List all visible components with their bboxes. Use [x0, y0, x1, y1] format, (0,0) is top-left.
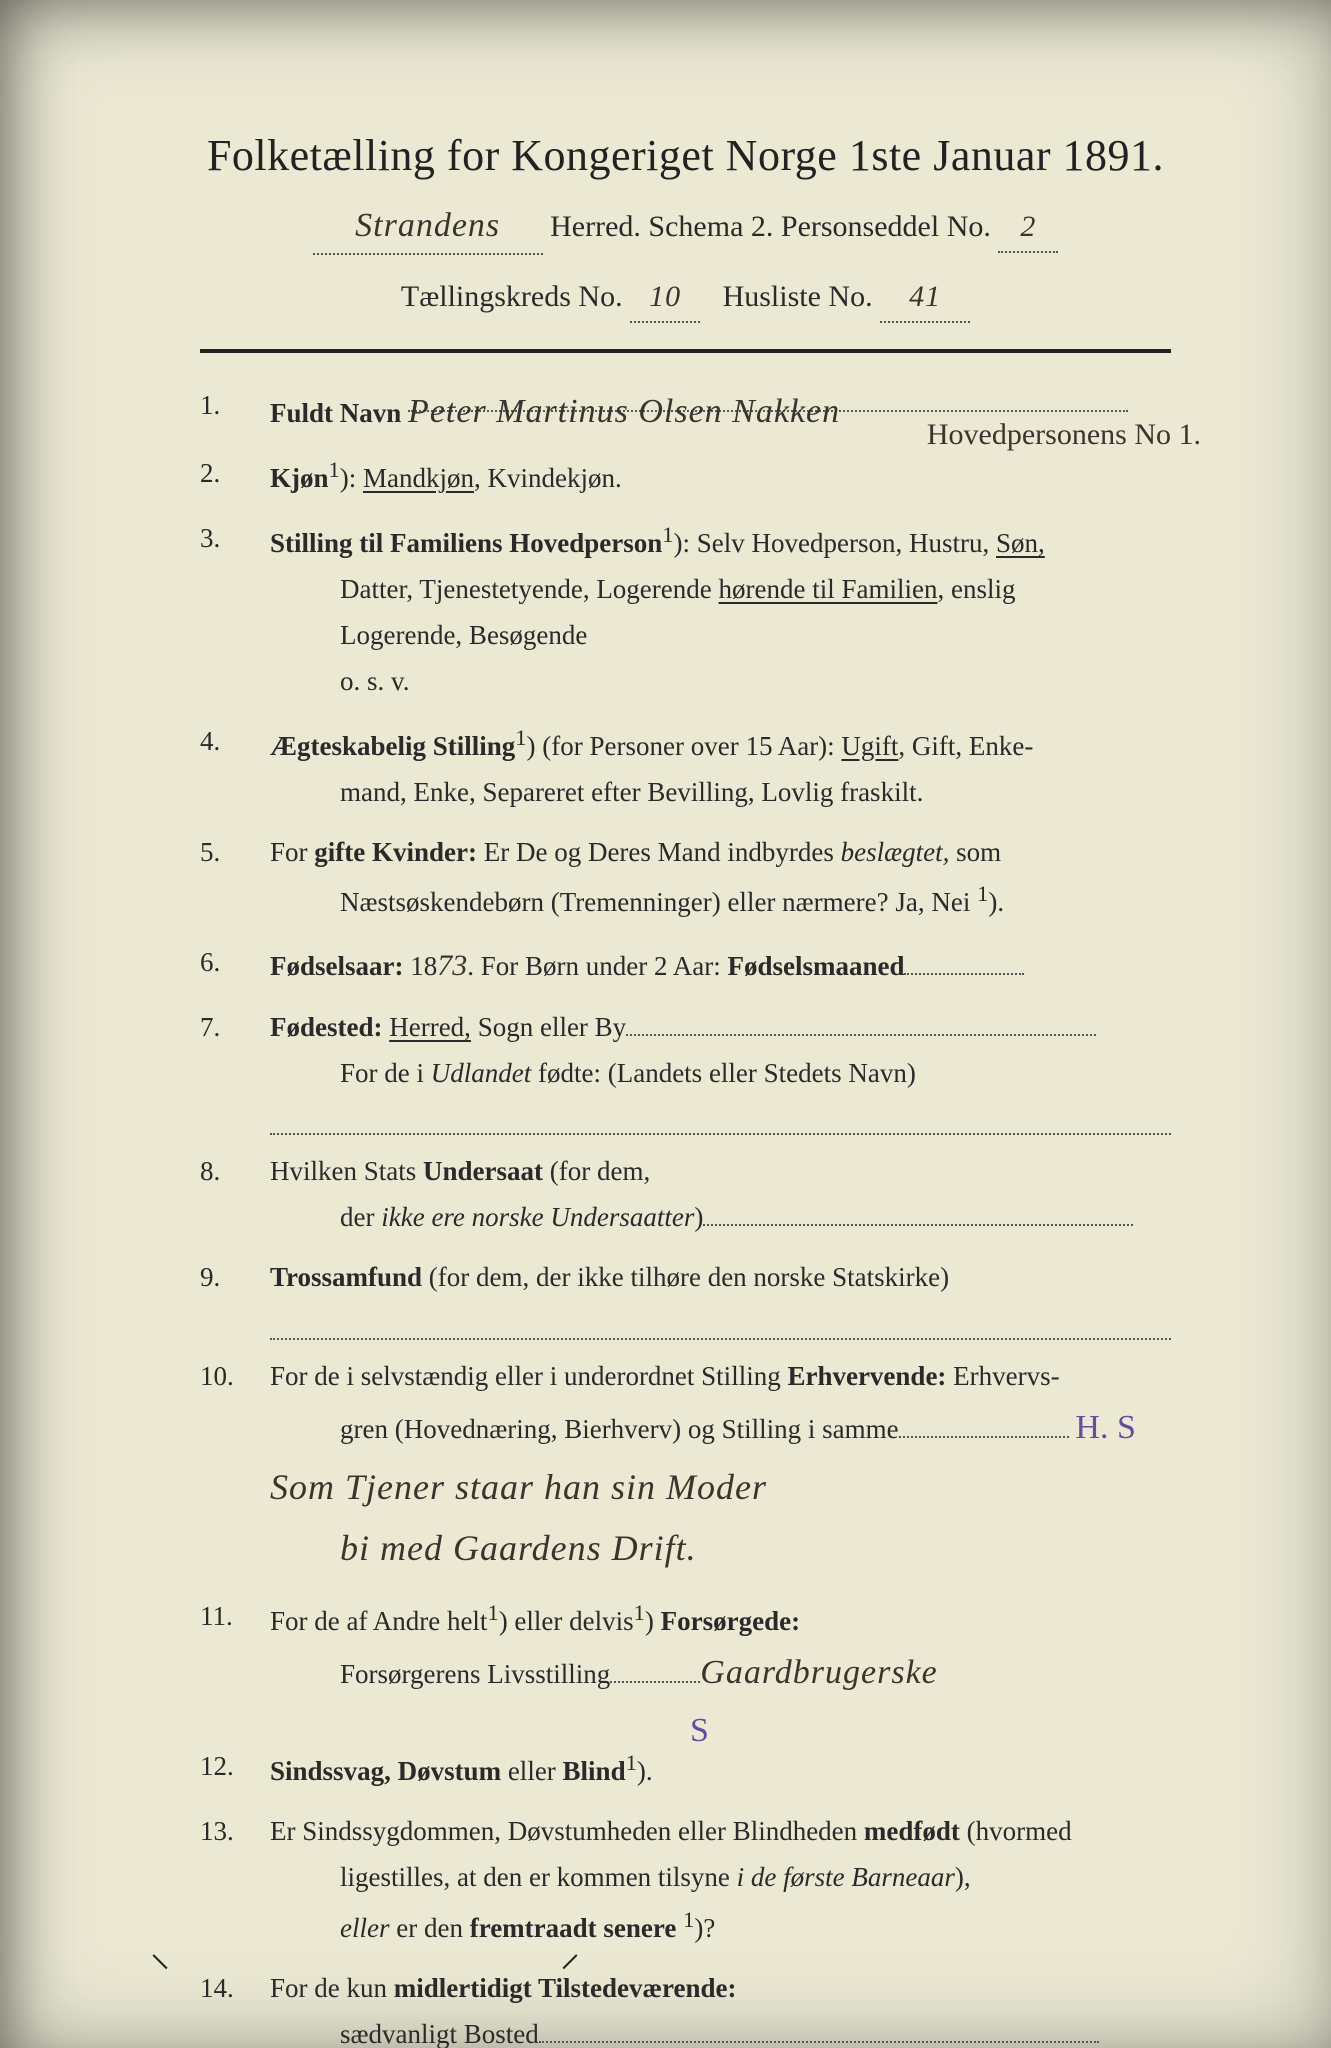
field-12-disability: Sindssvag, Døvstum eller Blind1). [200, 1744, 1171, 1795]
mark-bottom-left: ⸜ [150, 1923, 170, 1978]
mandkjon-underlined: Mandkjøn [363, 463, 474, 493]
supporter-hand: Gaardbrugerske [700, 1654, 938, 1691]
occupation-hand-2: bi med Gaardens Drift. [340, 1528, 697, 1568]
mark-bottom-mid: ⸝ [560, 1923, 580, 1978]
purple-mark-hs: H. S [1075, 1409, 1135, 1446]
document-page: Folketælling for Kongeriget Norge 1ste J… [0, 0, 1331, 2048]
divider [200, 349, 1171, 353]
personseddel-no: 2 [1020, 210, 1036, 243]
field-9-religion: Trossamfund (for dem, der ikke tilhøre d… [200, 1255, 1171, 1339]
field-8-citizenship: Hvilken Stats Undersaat (for dem, der ik… [200, 1149, 1171, 1241]
herred-handwritten: Strandens [355, 207, 500, 244]
field-7-birthplace: Fødested: Herred, Sogn eller By For de i… [200, 1005, 1171, 1135]
herred-underlined: Herred, [389, 1012, 471, 1042]
horende-underlined: hørende til Familien [719, 574, 938, 604]
field-10-occupation: For de i selvstændig eller i underordnet… [200, 1354, 1171, 1580]
field-2-sex: Kjøn1): Mandkjøn, Kvindekjøn. [200, 451, 1171, 502]
header: Folketælling for Kongeriget Norge 1ste J… [200, 130, 1171, 323]
field-14-temp-present: For de kun midlertidigt Tilstedeværende:… [200, 1966, 1171, 2048]
husliste-label: Husliste No. [723, 280, 873, 313]
field-3-relation: Stilling til Familiens Hovedperson1): Se… [200, 516, 1171, 705]
field-11-supported: For de af Andre helt1) eller delvis1) Fo… [200, 1594, 1171, 1760]
subheader-line-1: Strandens Herred. Schema 2. Personseddel… [200, 199, 1171, 255]
kreds-no: 10 [649, 280, 681, 313]
son-underlined: Søn, [996, 528, 1045, 558]
field-list: Fuldt Navn Peter Martinus Olsen Nakken K… [200, 383, 1171, 2048]
field-5-married-women: For gifte Kvinder: Er De og Deres Mand i… [200, 830, 1171, 927]
subheader-line-2: Tællingskreds No. 10 Husliste No. 41 [200, 273, 1171, 323]
form-title: Folketælling for Kongeriget Norge 1ste J… [200, 130, 1171, 181]
kreds-label: Tællingskreds No. [401, 280, 623, 313]
name-handwritten: Peter Martinus Olsen Nakken [408, 393, 840, 430]
ugift-underlined: Ugift [841, 731, 898, 761]
field-13-congenital: Er Sindssygdommen, Døvstumheden eller Bl… [200, 1809, 1171, 1952]
form-content: Folketælling for Kongeriget Norge 1ste J… [90, 60, 1241, 1988]
field-1-name: Fuldt Navn Peter Martinus Olsen Nakken [200, 383, 1171, 437]
husliste-no: 41 [909, 280, 941, 313]
occupation-hand-1: Som Tjener staar han sin Moder [270, 1467, 767, 1507]
birthyear-hand: 73 [437, 949, 467, 982]
line2-labels: Herred. Schema 2. Personseddel No. [550, 210, 991, 243]
field-6-birthyear: Fødselsaar: 1873. For Børn under 2 Aar: … [200, 940, 1171, 991]
field-4-marital: Ægteskabelig Stilling1) (for Personer ov… [200, 719, 1171, 816]
